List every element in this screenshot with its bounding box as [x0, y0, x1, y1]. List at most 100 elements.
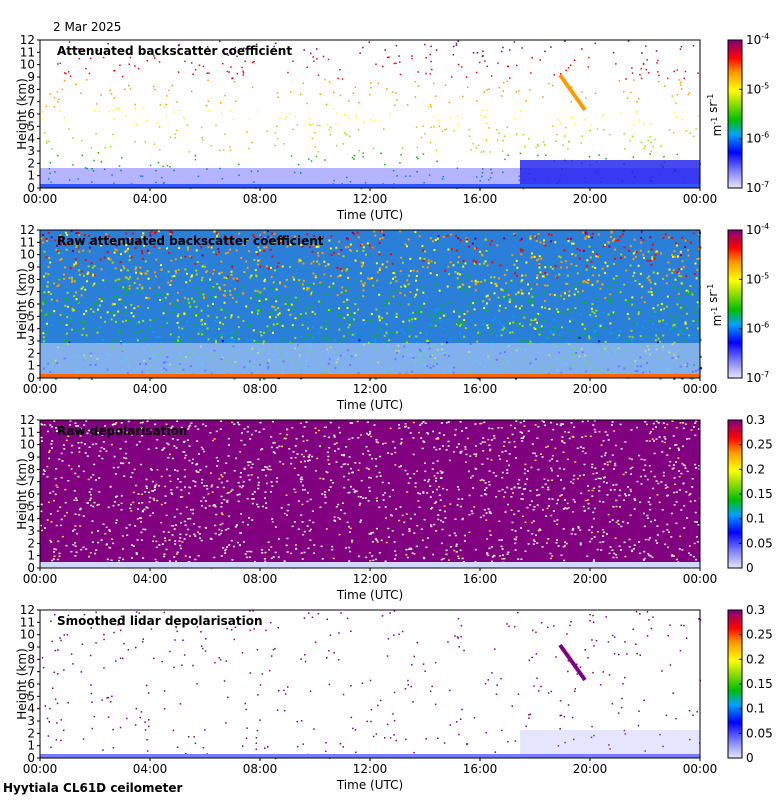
x-tick-label: 08:00: [243, 382, 278, 396]
colorbar-tick-label: 0.25: [746, 628, 773, 642]
x-tick-label: 04:00: [133, 192, 168, 206]
colorbar-tick-label: 0.15: [746, 487, 773, 501]
colorbar-gradient: [727, 39, 743, 189]
x-tick-label: 20:00: [573, 382, 608, 396]
x-tick-label: 16:00: [463, 762, 498, 776]
y-axis-label: Height (km): [15, 648, 29, 719]
y-tick-label: 7: [27, 95, 35, 109]
y-tick-label: 11: [20, 615, 35, 629]
y-tick-label: 6: [27, 677, 35, 691]
colorbar: 10-4 10-5 10-6 10-7 m-1 sr-1: [706, 32, 769, 195]
y-tick-label: 2: [27, 156, 35, 170]
y-tick-label: 5: [27, 689, 35, 703]
y-tick-label: 6: [27, 297, 35, 311]
y-tick-label: 3: [27, 334, 35, 348]
x-tick-label: 20:00: [573, 192, 608, 206]
colorbar-tick-label: 10-7: [746, 180, 769, 195]
y-tick-label: 10: [20, 628, 35, 642]
y-tick-label: 4: [27, 702, 35, 716]
x-tick-label: 16:00: [463, 572, 498, 586]
y-tick-label: 6: [27, 107, 35, 121]
y-tick-label: 2: [27, 346, 35, 360]
panel-title: Smoothed lidar depolarisation: [57, 614, 263, 628]
colorbar-tick-label: 0.2: [746, 652, 765, 666]
y-tick-label: 1: [27, 169, 35, 183]
y-tick-label: 12: [20, 33, 35, 47]
y-axis-label: Height (km): [15, 268, 29, 339]
x-tick-label: 12:00: [353, 192, 388, 206]
colorbar-tick-label: 0.3: [746, 413, 765, 427]
y-tick-label: 5: [27, 119, 35, 133]
x-tick-label: 00:00: [683, 572, 718, 586]
panel-title: Raw attenuated backscatter coefficient: [57, 234, 324, 248]
y-tick-label: 3: [27, 524, 35, 538]
colorbar-tick-label: 10-5: [746, 81, 769, 96]
colorbar-tick-label: 10-4: [746, 32, 769, 47]
y-tick-label: 7: [27, 285, 35, 299]
y-tick-label: 8: [27, 272, 35, 286]
x-tick-label: 12:00: [353, 572, 388, 586]
y-tick-label: 10: [20, 58, 35, 72]
y-tick-label: 1: [27, 739, 35, 753]
colorbar-tick-label: 0: [746, 751, 754, 765]
y-tick-label: 3: [27, 714, 35, 728]
y-tick-label: 6: [27, 487, 35, 501]
y-tick-label: 12: [20, 413, 35, 427]
y-axis-label: Height (km): [15, 458, 29, 529]
colorbar-gradient: [727, 229, 743, 379]
panel-1: Attenuated backscatter coefficient012345…: [15, 32, 769, 222]
y-tick-label: 11: [20, 425, 35, 439]
y-tick-label: 7: [27, 475, 35, 489]
colorbar-tick-label: 0: [746, 561, 754, 575]
x-tick-label: 20:00: [573, 572, 608, 586]
y-tick-label: 4: [27, 322, 35, 336]
x-tick-label: 04:00: [133, 382, 168, 396]
y-tick-label: 1: [27, 549, 35, 563]
y-tick-label: 4: [27, 512, 35, 526]
y-tick-label: 12: [20, 603, 35, 617]
colorbar-tick-label: 0.2: [746, 462, 765, 476]
x-axis-label: Time (UTC): [336, 398, 403, 412]
y-tick-label: 9: [27, 450, 35, 464]
x-axis-label: Time (UTC): [336, 588, 403, 602]
x-tick-label: 00:00: [683, 382, 718, 396]
y-tick-label: 11: [20, 235, 35, 249]
x-tick-label: 00:00: [23, 382, 58, 396]
x-axis-label: Time (UTC): [336, 778, 403, 792]
panel-4: Smoothed lidar depolarisation01234567891…: [15, 603, 773, 792]
y-tick-label: 0: [27, 371, 35, 385]
colorbar-unit: m-1 sr-1: [706, 284, 724, 327]
date-label: 2 Mar 2025: [53, 20, 122, 34]
y-tick-label: 0: [27, 561, 35, 575]
x-tick-label: 16:00: [463, 382, 498, 396]
y-tick-label: 4: [27, 132, 35, 146]
x-tick-label: 12:00: [353, 762, 388, 776]
panel-title: Raw depolarisation: [57, 424, 187, 438]
colorbar-tick-label: 10-4: [746, 222, 769, 237]
colorbar-tick-label: 0.15: [746, 677, 773, 691]
y-tick-label: 5: [27, 309, 35, 323]
x-tick-label: 08:00: [243, 572, 278, 586]
y-tick-label: 2: [27, 726, 35, 740]
y-tick-label: 7: [27, 665, 35, 679]
instrument-label: Hyytiala CL61D ceilometer: [3, 781, 183, 795]
x-tick-label: 00:00: [23, 762, 58, 776]
colorbar-tick-label: 0.05: [746, 726, 773, 740]
colorbar-tick-label: 10-7: [746, 370, 769, 385]
x-tick-label: 00:00: [23, 192, 58, 206]
y-tick-label: 8: [27, 652, 35, 666]
colorbar-tick-label: 0.3: [746, 603, 765, 617]
y-axis-label: Height (km): [15, 78, 29, 149]
colorbar: 0.3 0.25 0.2 0.15 0.1 0.05 0: [727, 413, 773, 575]
colorbar: 10-4 10-5 10-6 10-7 m-1 sr-1: [706, 222, 769, 385]
y-tick-label: 8: [27, 82, 35, 96]
x-tick-label: 16:00: [463, 192, 498, 206]
y-tick-label: 2: [27, 536, 35, 550]
x-tick-label: 00:00: [683, 192, 718, 206]
colorbar-unit: m-1 sr-1: [706, 94, 724, 137]
y-tick-label: 9: [27, 70, 35, 84]
y-tick-label: 9: [27, 640, 35, 654]
y-tick-label: 0: [27, 181, 35, 195]
panel-title: Attenuated backscatter coefficient: [57, 44, 292, 58]
